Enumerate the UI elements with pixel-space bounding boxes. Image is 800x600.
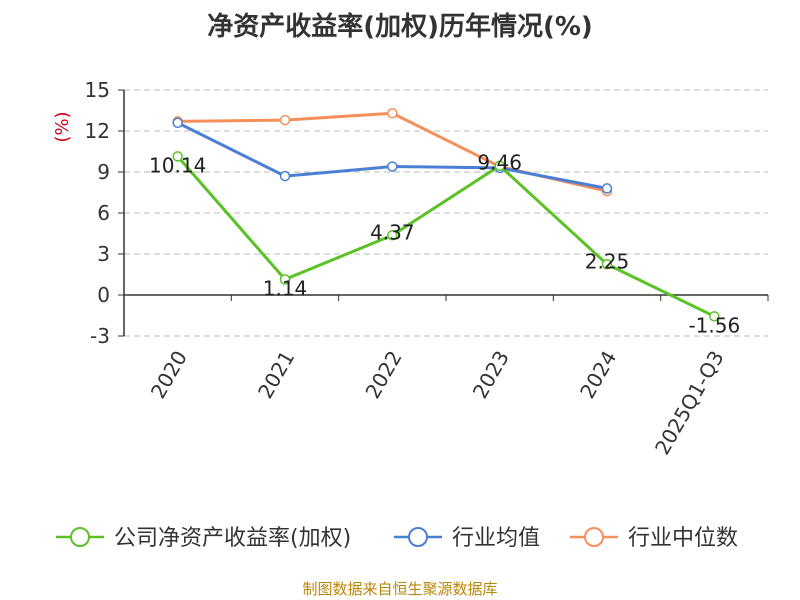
data-label: 10.14	[149, 153, 206, 177]
y-tick-label: 6	[97, 201, 110, 225]
data-point	[172, 151, 183, 162]
x-tick-label: 2024	[575, 347, 621, 403]
legend-swatch-marker	[70, 527, 90, 547]
legend-label: 行业中位数	[628, 526, 738, 551]
x-tick-label: 2021	[253, 347, 299, 403]
data-point	[279, 274, 291, 285]
grid-lines	[124, 89, 768, 337]
data-label: -1.56	[688, 313, 740, 337]
data-label: 1.14	[263, 276, 308, 300]
data-labels: 10.14 1.14 4.37 9.46 2.25 -1.56	[149, 151, 740, 338]
series-line	[177, 111, 608, 193]
data-point	[494, 160, 505, 171]
x-tick-label: 2020	[146, 347, 192, 403]
source-note: 制图数据来自恒生聚源数据库	[302, 580, 498, 598]
y-tick-label: -3	[90, 324, 110, 348]
series-line	[176, 121, 608, 190]
legend-swatch-marker	[408, 527, 428, 547]
y-tick-label: 15	[85, 78, 110, 102]
data-point	[279, 114, 291, 126]
chart-title: 净资产收益率(加权)历年情况(%)	[207, 12, 593, 42]
x-tick-label: 2025Q1-Q3	[650, 347, 729, 459]
data-label: 4.37	[370, 220, 415, 244]
data-point	[387, 107, 398, 119]
legend-label: 行业均值	[452, 526, 540, 551]
series-line	[176, 155, 715, 318]
legend: 公司净资产收益率(加权) 行业均值 行业中位数	[56, 526, 738, 551]
legend-label: 公司净资产收益率(加权)	[114, 526, 351, 551]
y-tick-label: 3	[97, 242, 110, 266]
data-point	[387, 161, 398, 172]
data-point	[601, 259, 613, 270]
data-label: 2.25	[585, 249, 630, 273]
legend-swatch-marker	[584, 527, 604, 547]
series-layer	[172, 107, 720, 322]
y-tick-label: 0	[97, 283, 110, 307]
data-point	[172, 117, 183, 129]
y-axis-label: (%)	[52, 111, 73, 142]
axes: 15 12 9 6 3 0 -3 (%) 2020 2021 2022 2023 2024 2025Q1-…	[52, 78, 769, 459]
x-tick-label: 2022	[360, 347, 406, 403]
data-point	[709, 311, 720, 322]
data-label: 9.46	[477, 151, 522, 175]
y-tick-label: 12	[85, 119, 110, 143]
x-tick-label: 2023	[468, 346, 514, 402]
data-point	[279, 170, 291, 182]
y-tick-label: 9	[97, 160, 110, 184]
data-point	[601, 183, 613, 194]
data-point	[387, 230, 398, 241]
